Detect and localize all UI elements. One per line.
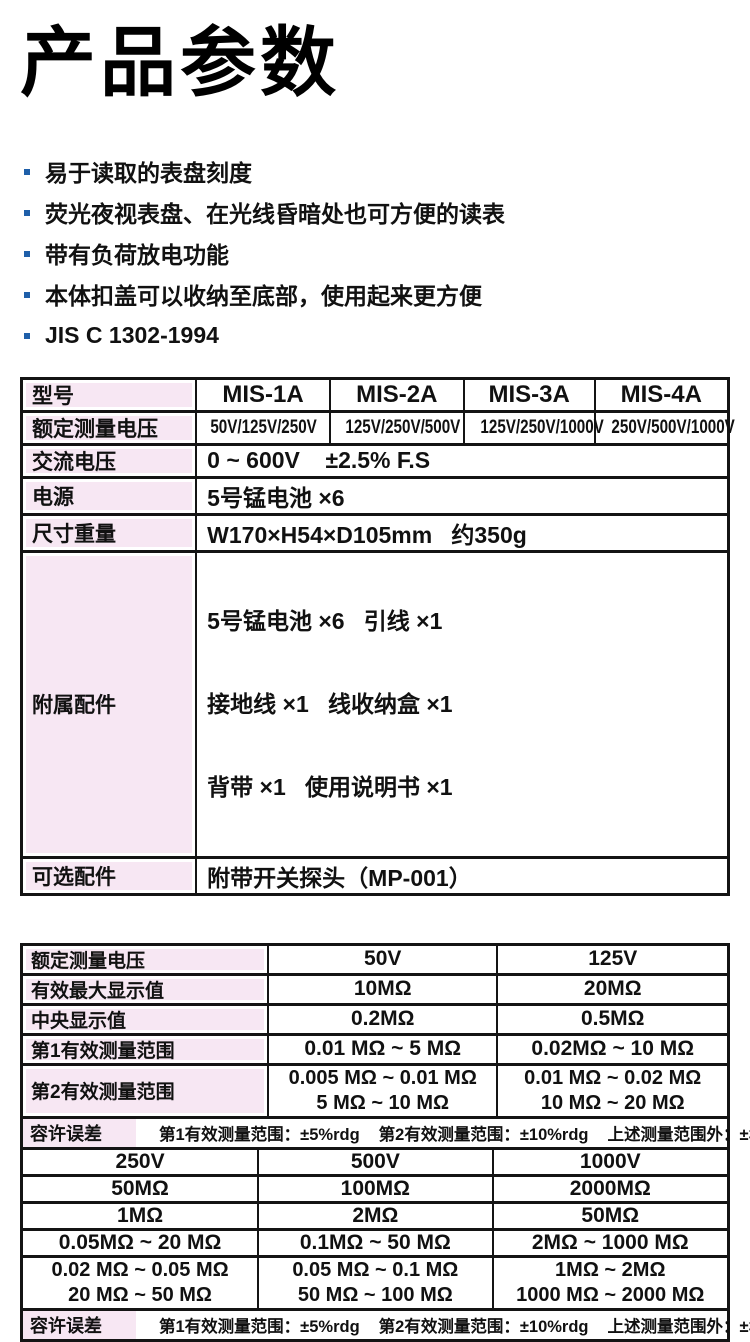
row-label: 型号 <box>23 379 198 413</box>
voltage-cell: 125V/250V/1000V <box>463 411 603 446</box>
feature-text: 荧光夜视表盘、在光线昏暗处也可方便的读表 <box>45 201 505 228</box>
row-label: 附属配件 <box>23 551 198 859</box>
bullet-icon <box>24 251 30 258</box>
voltage-cell: 250V/500V/1000V <box>594 411 734 446</box>
row-label: 额定测量电压 <box>23 945 269 976</box>
table-row: 1MΩ 2MΩ 50MΩ <box>23 1202 727 1232</box>
bullet-icon <box>24 333 30 340</box>
table-row-tolerance: 容许误差 第1有效测量范围：±5%rdg 第2有效测量范围：±10%rdg 上述… <box>23 1117 750 1150</box>
row-label: 电源 <box>23 477 198 516</box>
model-cell: MIS-1A <box>196 379 331 413</box>
feature-item: 荧光夜视表盘、在光线昏暗处也可方便的读表 <box>24 192 730 233</box>
table-row-dimensions: 尺寸重量 W170×H54×D105mm 约350g <box>23 514 727 553</box>
value-cell: 2MΩ <box>258 1202 494 1232</box>
value-cell: 5号锰电池 ×6 <box>196 477 727 516</box>
table-row: 中央显示值 0.2MΩ 0.5MΩ <box>23 1004 727 1036</box>
row-label: 中央显示值 <box>23 1004 269 1036</box>
value-cell: 附带开关探头（MP-001） <box>207 864 472 891</box>
value-cell: 0.005 MΩ ~ 0.01 MΩ 5 MΩ ~ 10 MΩ <box>267 1064 499 1119</box>
value-cell: 0.02 MΩ ~ 0.05 MΩ 20 MΩ ~ 50 MΩ <box>23 1256 260 1312</box>
table-row-tolerance: 容许误差 第1有效测量范围：±5%rdg 第2有效测量范围：±10%rdg 上述… <box>23 1310 750 1340</box>
feature-text: 本体扣盖可以收纳至底部，使用起来更方便 <box>45 283 482 310</box>
value-cell: 20MΩ <box>497 974 727 1006</box>
feature-text: JIS C 1302-1994 <box>45 321 219 348</box>
bullet-icon <box>24 210 30 217</box>
table-row: 额定测量电压 50V 125V <box>23 945 727 976</box>
page-title: 产品参数 <box>20 21 340 106</box>
row-label: 可选配件 <box>23 857 198 893</box>
feature-list: 易于读取的表盘刻度 荧光夜视表盘、在光线昏暗处也可方便的读表 带有负荷放电功能 … <box>20 151 730 356</box>
feature-item: 易于读取的表盘刻度 <box>24 151 730 192</box>
table-row-rated-voltage: 额定测量电压 50V/125V/250V 125V/250V/500V 125V… <box>23 411 734 446</box>
table-row: 第1有效测量范围 0.01 MΩ ~ 5 MΩ 0.02MΩ ~ 10 MΩ <box>23 1034 727 1066</box>
voltage-cell: 50V/125V/250V <box>196 411 331 446</box>
model-spec-table: 型号 MIS-1A MIS-2A MIS-3A MIS-4A 额定测量电压 50… <box>20 376 734 896</box>
tolerance-text: 第1有效测量范围：±5%rdg 第2有效测量范围：±10%rdg 上述测量范围外… <box>159 1125 750 1144</box>
value-cell: 0.01 MΩ ~ 0.02 MΩ 10 MΩ ~ 20 MΩ <box>497 1064 727 1119</box>
value-cell: 0.1MΩ ~ 50 MΩ <box>258 1229 494 1259</box>
table-row-power: 电源 5号锰电池 ×6 <box>23 477 727 516</box>
model-cell: MIS-2A <box>329 379 465 413</box>
range-spec-table: 额定测量电压 50V 125V 有效最大显示值 10MΩ 20MΩ 中央显示值 … <box>20 942 750 1342</box>
bullet-icon <box>24 292 30 299</box>
table-row: 50MΩ 100MΩ 2000MΩ <box>23 1175 727 1205</box>
accessory-line: 接地线 ×1 线收纳盒 ×1 <box>207 690 453 717</box>
value-cell: 50V <box>267 945 499 976</box>
bullet-icon <box>24 169 30 176</box>
accessory-line: 背带 ×1 使用说明书 ×1 <box>207 773 453 800</box>
value-cell: 100MΩ <box>258 1175 494 1205</box>
value-cell: 0.5MΩ <box>497 1004 727 1036</box>
table-row: 第2有效测量范围 0.005 MΩ ~ 0.01 MΩ 5 MΩ ~ 10 MΩ… <box>23 1064 727 1119</box>
model-cell: MIS-4A <box>594 379 727 413</box>
row-label: 尺寸重量 <box>23 514 198 553</box>
tolerance-text: 第1有效测量范围：±5%rdg 第2有效测量范围：±10%rdg 上述测量范围外… <box>159 1318 750 1337</box>
feature-item: 带有负荷放电功能 <box>24 233 730 274</box>
value-cell: 1000V <box>492 1149 727 1178</box>
table-row-optional: 可选配件 附带开关探头（MP-001） <box>23 857 727 893</box>
feature-item: 本体扣盖可以收纳至底部，使用起来更方便 <box>24 274 730 315</box>
voltage-cell: 125V/250V/500V <box>329 411 465 446</box>
table-row: 250V 500V 1000V <box>23 1149 727 1178</box>
value-cell: 50MΩ <box>492 1202 727 1232</box>
product-spec-page: 产品参数 易于读取的表盘刻度 荧光夜视表盘、在光线昏暗处也可方便的读表 带有负荷… <box>0 21 750 1342</box>
table-row: 0.02 MΩ ~ 0.05 MΩ 20 MΩ ~ 50 MΩ 0.05 MΩ … <box>23 1256 727 1312</box>
value-cell: 2MΩ ~ 1000 MΩ <box>492 1229 727 1259</box>
accessory-line: 5号锰电池 ×6 引线 ×1 <box>207 607 443 634</box>
tolerance-label: 容许误差 <box>23 1118 136 1147</box>
value-cell: 5号锰电池 ×6 引线 ×1 接地线 ×1 线收纳盒 ×1 背带 ×1 使用说明… <box>196 551 727 859</box>
row-label: 第2有效测量范围 <box>23 1064 269 1119</box>
row-label: 额定测量电压 <box>23 411 198 446</box>
row-label: 有效最大显示值 <box>23 974 269 1006</box>
value-cell: 0.2MΩ <box>267 1004 499 1036</box>
value-cell: 500V <box>258 1149 494 1178</box>
tolerance-label: 容许误差 <box>23 1311 136 1340</box>
table-row-ac-voltage: 交流电压 0 ~ 600V ±2.5% F.S <box>23 444 727 479</box>
table-row-model: 型号 MIS-1A MIS-2A MIS-3A MIS-4A <box>23 379 727 413</box>
value-cell: W170×H54×D105mm 约350g <box>196 514 727 553</box>
value-cell: 0 ~ 600V ±2.5% F.S <box>196 444 727 479</box>
value-cell: 1MΩ <box>23 1202 260 1232</box>
table-row-accessories: 附属配件 5号锰电池 ×6 引线 ×1 接地线 ×1 线收纳盒 ×1 背带 ×1… <box>23 551 727 859</box>
value-cell: 0.01 MΩ ~ 5 MΩ <box>267 1034 499 1066</box>
value-cell: 250V <box>23 1149 260 1178</box>
feature-text: 易于读取的表盘刻度 <box>45 160 252 187</box>
row-label: 第1有效测量范围 <box>23 1034 269 1066</box>
feature-item: JIS C 1302-1994 <box>24 315 730 356</box>
value-cell: 2000MΩ <box>492 1175 727 1205</box>
table-row: 0.05MΩ ~ 20 MΩ 0.1MΩ ~ 50 MΩ 2MΩ ~ 1000 … <box>23 1229 727 1259</box>
value-cell: 10MΩ <box>267 974 499 1006</box>
model-cell: MIS-3A <box>463 379 596 413</box>
row-label: 交流电压 <box>23 444 198 479</box>
value-cell: 1MΩ ~ 2MΩ 1000 MΩ ~ 2000 MΩ <box>492 1256 727 1312</box>
table-row: 有效最大显示值 10MΩ 20MΩ <box>23 974 727 1006</box>
value-cell: 50MΩ <box>23 1175 260 1205</box>
feature-text: 带有负荷放电功能 <box>45 242 229 269</box>
value-cell: 125V <box>497 945 727 976</box>
value-cell: 0.05 MΩ ~ 0.1 MΩ 50 MΩ ~ 100 MΩ <box>258 1256 494 1312</box>
value-cell: 0.05MΩ ~ 20 MΩ <box>23 1229 260 1259</box>
value-cell: 0.02MΩ ~ 10 MΩ <box>497 1034 727 1066</box>
